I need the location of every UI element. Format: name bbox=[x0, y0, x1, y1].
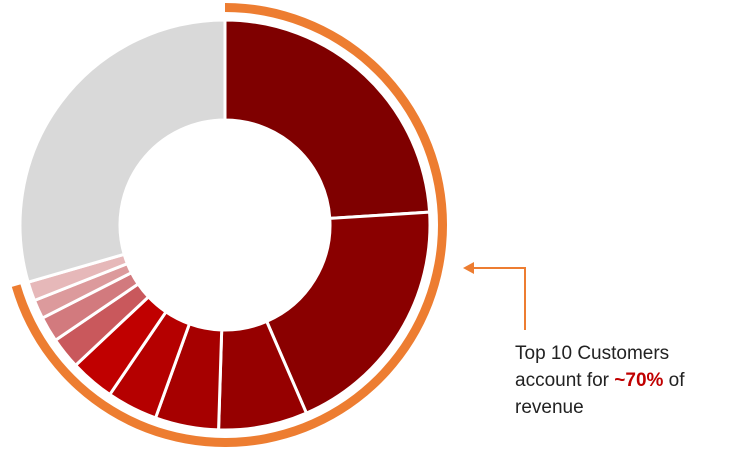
annotation-text: Top 10 Customers account for bbox=[515, 343, 670, 391]
arrowhead bbox=[463, 262, 474, 274]
annotation: Top 10 Customers account for ~70% of rev… bbox=[515, 340, 720, 421]
annotation-emphasis: ~70% bbox=[614, 370, 664, 391]
segment bbox=[264, 210, 432, 416]
segment bbox=[18, 18, 227, 285]
connector bbox=[470, 267, 526, 330]
segment bbox=[223, 18, 432, 220]
annotation-text: of revenue bbox=[515, 370, 685, 418]
donut bbox=[11, 3, 448, 447]
